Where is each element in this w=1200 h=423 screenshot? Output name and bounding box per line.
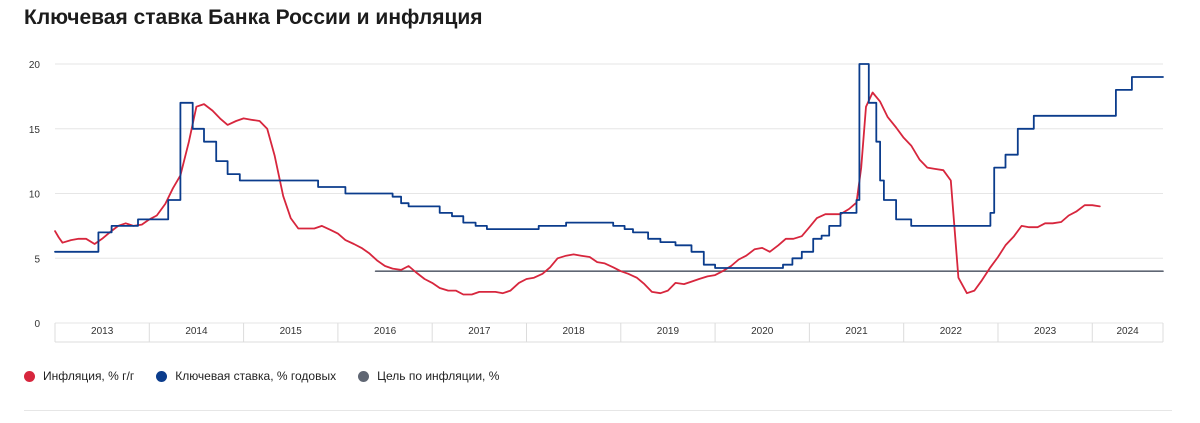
y-tick-label: 20 — [29, 60, 41, 71]
legend-dot-key-rate — [156, 370, 168, 382]
x-tick-label: 2024 — [1117, 326, 1140, 337]
series-line-key-rate — [54, 63, 1164, 269]
legend-item-key-rate[interactable]: Ключевая ставка, % годовых — [156, 369, 336, 383]
chart-legend: Инфляция, % г/г Ключевая ставка, % годов… — [24, 369, 499, 383]
x-tick-label: 2020 — [751, 326, 774, 337]
y-tick-label: 10 — [29, 190, 41, 201]
y-axis-ticks: 0 5 10 15 20 — [29, 60, 41, 330]
series-line-inflation — [54, 91, 1101, 296]
x-tick-label: 2022 — [940, 326, 963, 337]
x-tick-label: 2015 — [280, 326, 303, 337]
legend-item-inflation[interactable]: Инфляция, % г/г — [24, 369, 134, 383]
x-tick-label: 2013 — [91, 326, 114, 337]
y-tick-label: 15 — [29, 125, 41, 136]
chart-title: Ключевая ставка Банка России и инфляция — [24, 6, 483, 29]
x-tick-label: 2017 — [468, 326, 491, 337]
y-tick-label: 5 — [34, 254, 40, 265]
x-tick-label: 2019 — [657, 326, 680, 337]
x-tick-label: 2021 — [845, 326, 868, 337]
legend-label-key-rate: Ключевая ставка, % годовых — [175, 369, 337, 383]
x-tick-label: 2023 — [1034, 326, 1057, 337]
grid-lines — [55, 63, 1163, 324]
legend-dot-target — [358, 370, 370, 382]
x-tick-label: 2018 — [563, 326, 586, 337]
legend-dot-inflation — [24, 370, 35, 382]
x-axis: 2013 2014 2015 2016 2017 2018 2019 2020 2021 2022… — [54, 323, 1164, 343]
legend-item-target[interactable]: Цель по инфляции, % — [358, 369, 499, 383]
legend-label-inflation: Инфляция, % г/г — [43, 369, 135, 383]
bottom-divider — [24, 410, 1172, 411]
line-chart: 0 5 10 15 20 2013 2014 2015 2016 2017 2018 2019 202… — [29, 60, 1164, 343]
series-lines — [54, 63, 1164, 296]
legend-label-target: Цель по инфляции, % — [377, 369, 500, 383]
x-tick-label: 2016 — [374, 326, 397, 337]
y-tick-label: 0 — [34, 319, 40, 330]
x-tick-label: 2014 — [185, 326, 208, 337]
